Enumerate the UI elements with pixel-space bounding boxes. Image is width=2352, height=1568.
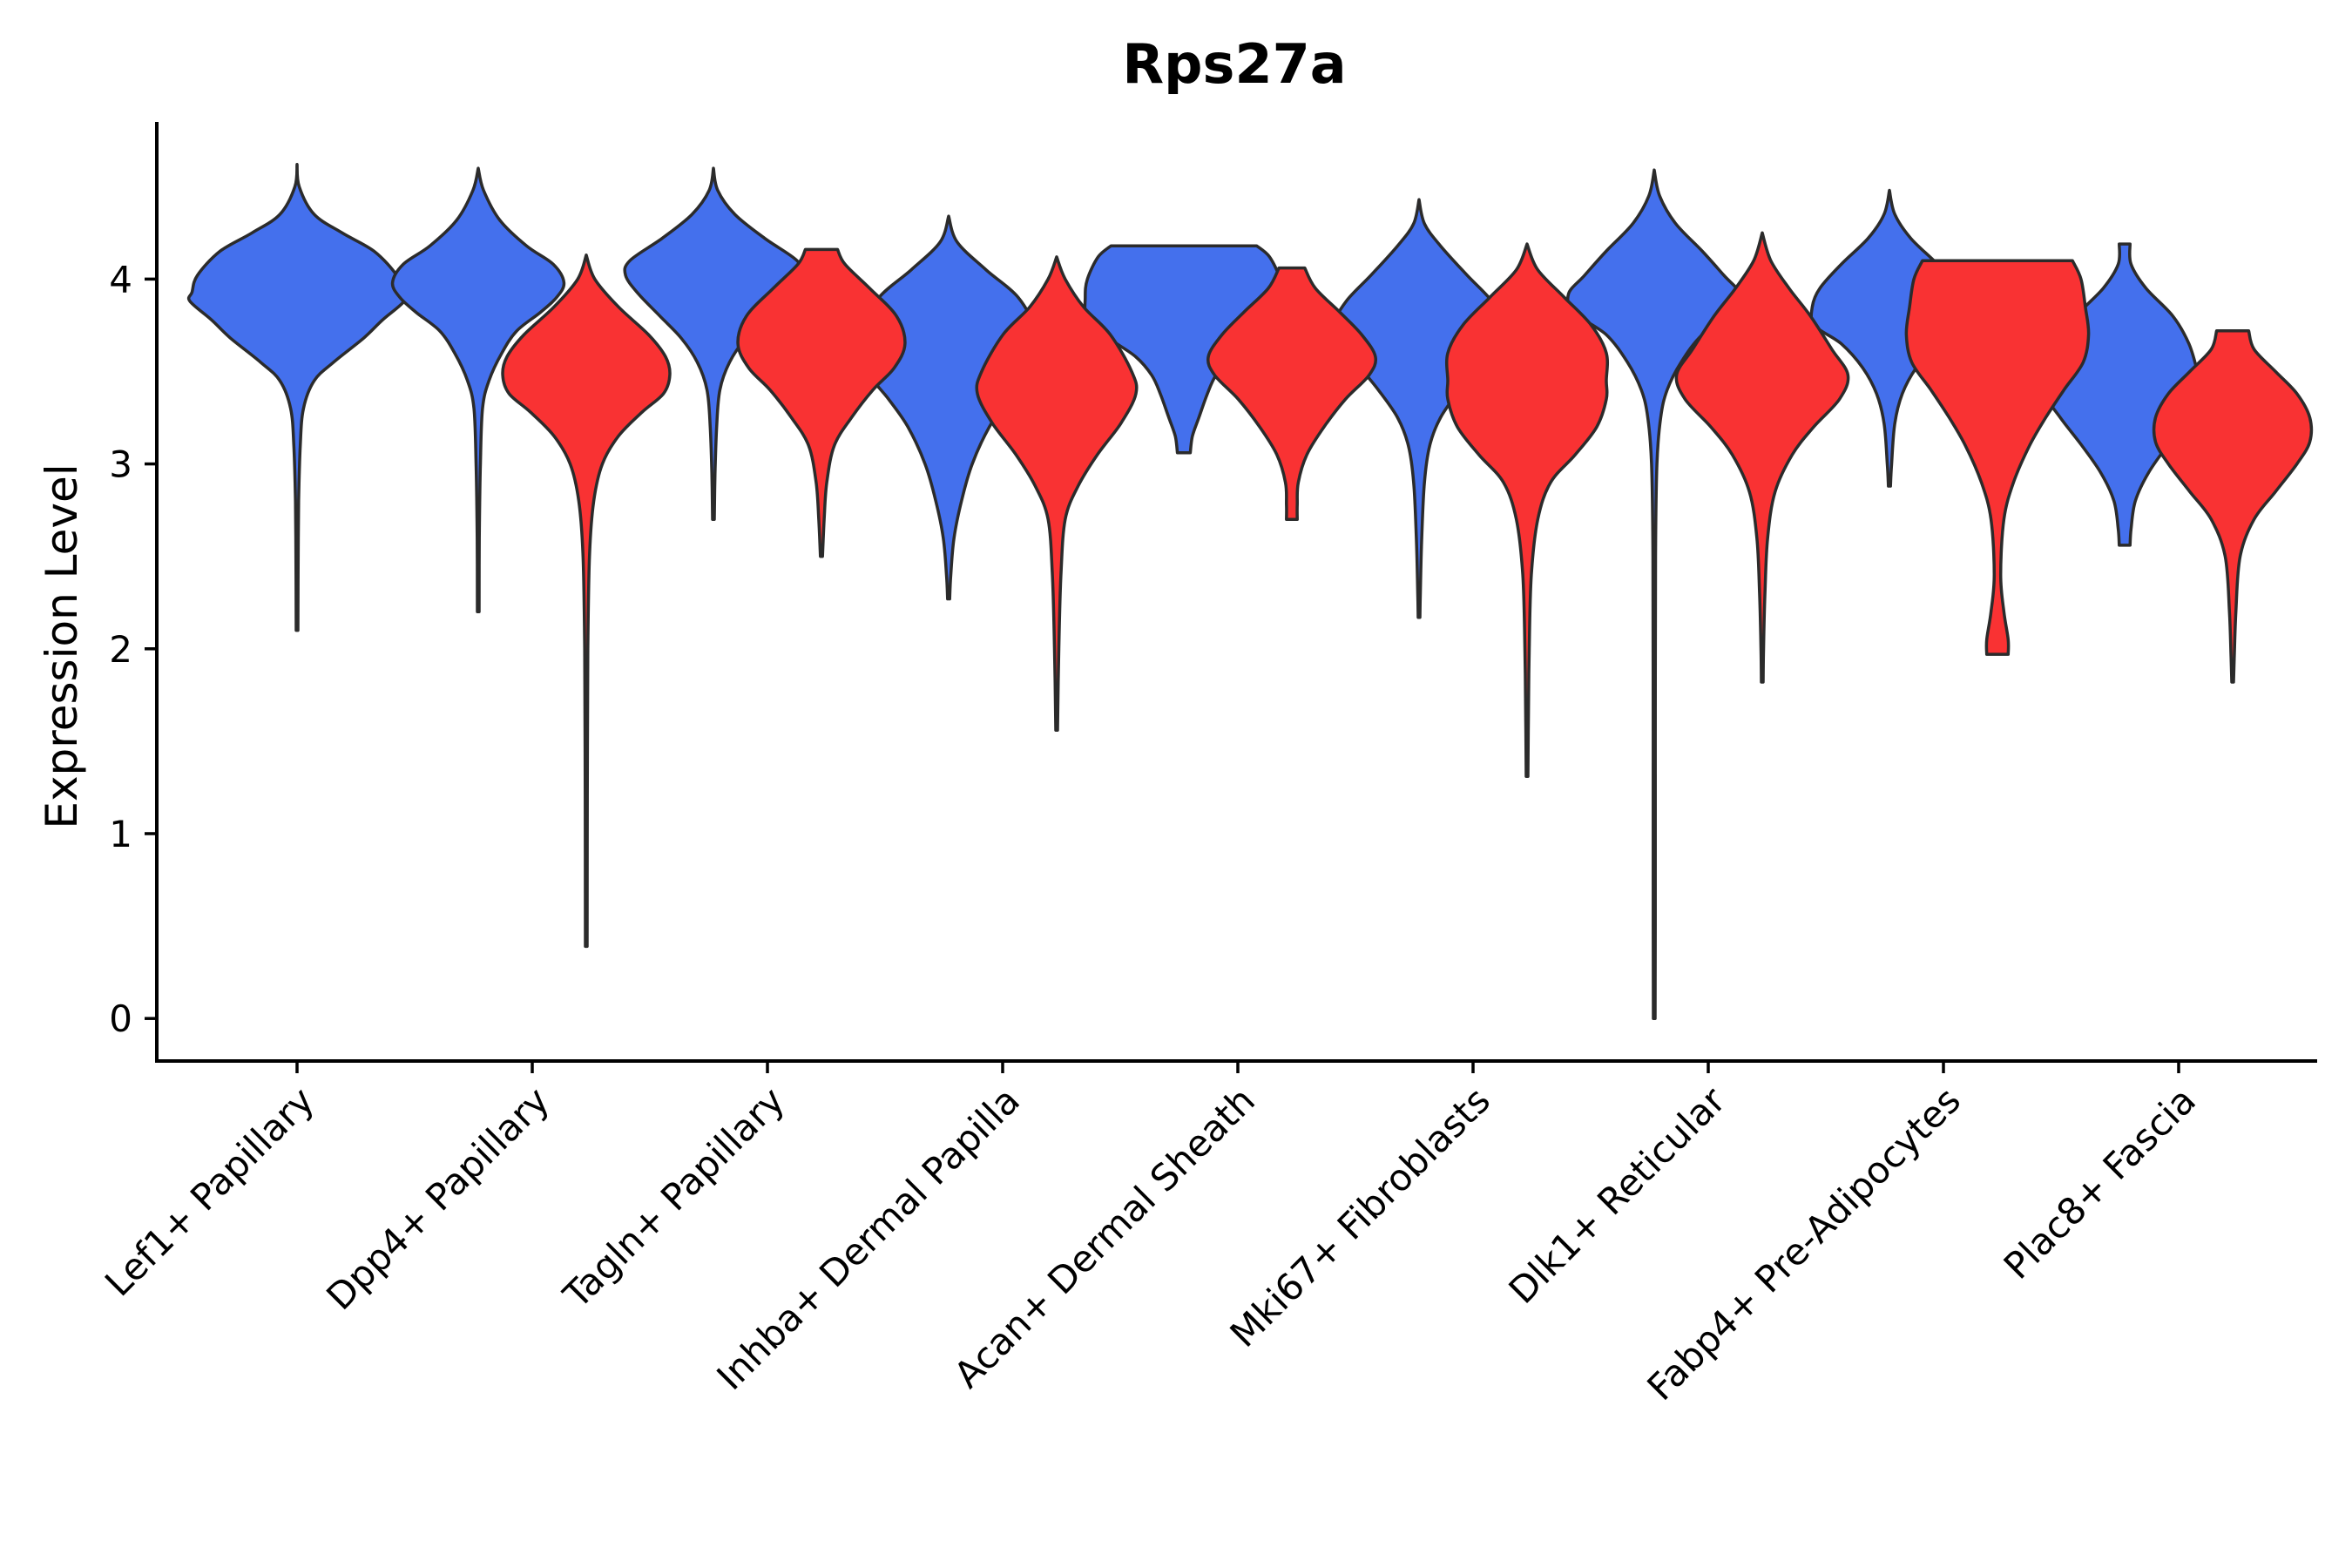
chart-title: Rps27a bbox=[1122, 32, 1346, 96]
violin-dlk1-reticular-group-2 bbox=[1674, 231, 1850, 684]
violin-acan-dermal-sheath-group-2 bbox=[1206, 266, 1378, 521]
x-tick-label-lef1-papillary: Lef1+ Papillary bbox=[97, 1078, 322, 1304]
violin-dpp4-papillary-group-2 bbox=[501, 253, 672, 949]
violin-dpp4-papillary-group-1 bbox=[390, 166, 566, 614]
y-tick-label: 2 bbox=[109, 628, 132, 671]
x-tick-label-dlk1-reticular: Dlk1+ Reticular bbox=[1501, 1078, 1734, 1312]
x-tick-label-dpp4-papillary: Dpp4+ Papillary bbox=[318, 1078, 558, 1318]
violin-lef1-papillary-group-1 bbox=[186, 163, 408, 632]
violin-plac8-fascia-group-2 bbox=[2152, 329, 2314, 684]
x-tick-label-mki67-fibroblasts: Mki67+ Fibroblasts bbox=[1222, 1078, 1498, 1355]
violin-dlk1-reticular-group-1 bbox=[1565, 168, 1743, 1020]
x-tick-label-tagln-papillary: Tagln+ Papillary bbox=[555, 1078, 793, 1316]
violin-mki67-fibroblasts-group-2 bbox=[1444, 242, 1610, 778]
y-tick-label: 3 bbox=[109, 443, 132, 486]
violin-tagln-papillary-group-2 bbox=[736, 247, 907, 558]
violin-inhba-dermal-papilla-group-2 bbox=[975, 255, 1139, 732]
violin-fabp4-pre-adipocytes-group-2 bbox=[1904, 259, 2091, 656]
y-tick-label: 0 bbox=[109, 997, 132, 1040]
violins-layer bbox=[186, 163, 2314, 1020]
y-tick-label: 1 bbox=[109, 813, 132, 855]
y-axis-label: Expression Level bbox=[37, 463, 87, 828]
x-tick-label-plac8-fascia: Plac8+ Fascia bbox=[1996, 1078, 2204, 1287]
y-tick-label: 4 bbox=[109, 258, 132, 301]
